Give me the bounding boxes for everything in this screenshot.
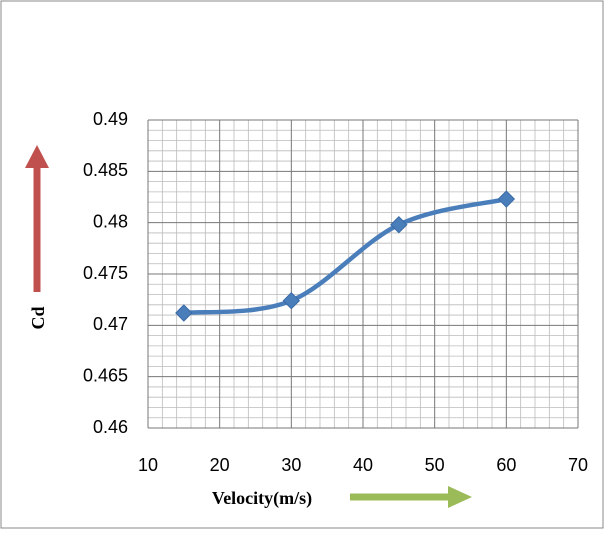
series-line xyxy=(183,196,507,316)
x-axis-label: Velocity(m/s) xyxy=(212,488,312,509)
x-tick-label: 60 xyxy=(496,455,516,475)
point-marker xyxy=(390,216,408,234)
y-tick-label: 0.46 xyxy=(93,417,128,437)
x-tick-label: 20 xyxy=(210,455,230,475)
x-tick-label: 10 xyxy=(138,455,158,475)
x-tick-label: 70 xyxy=(568,455,588,475)
y-tick-label: 0.475 xyxy=(83,263,128,283)
y-tick-label: 0.48 xyxy=(93,211,128,231)
y-tick-label: 0.49 xyxy=(93,109,128,129)
y-tick-label: 0.465 xyxy=(83,365,128,385)
y-axis-label: Cd xyxy=(28,306,48,329)
x-arrow xyxy=(350,486,472,508)
x-tick-label: 40 xyxy=(353,455,373,475)
grid xyxy=(147,119,579,429)
point-marker xyxy=(282,291,301,310)
point-marker xyxy=(497,190,516,208)
x-tick-label: 50 xyxy=(425,455,445,475)
plot xyxy=(175,190,516,322)
y-tick-label: 0.47 xyxy=(93,314,128,334)
y-tick-label: 0.485 xyxy=(83,160,128,180)
y-arrow xyxy=(25,145,49,292)
x-tick-label: 30 xyxy=(281,455,301,475)
point-marker xyxy=(175,304,193,322)
